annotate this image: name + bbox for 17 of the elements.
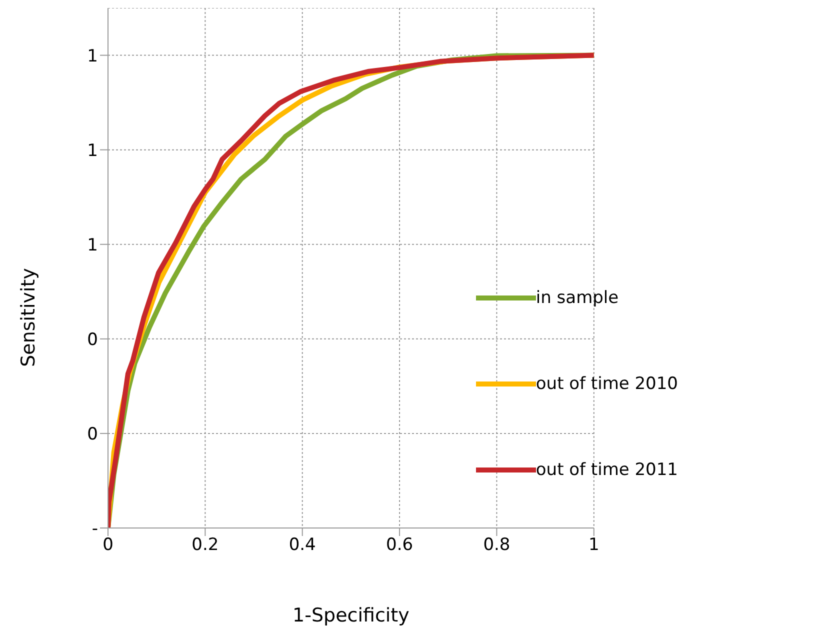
x-tick-label: 0.8: [483, 535, 510, 556]
y-tick-label: 0: [87, 330, 98, 350]
x-tick-label: 0: [102, 535, 114, 556]
y-tick-label: 1: [87, 235, 98, 256]
y-tick-label: 1: [87, 140, 98, 161]
legend-label: in sample: [536, 288, 619, 308]
x-tick-label: 0.4: [288, 535, 316, 556]
y-tick-label: -: [92, 519, 98, 540]
x-tick-label: 0.2: [192, 535, 219, 556]
x-axis-title: 1-Specificity: [292, 604, 410, 626]
x-tick-label: 0.6: [386, 535, 414, 556]
y-tick-label: 1: [87, 46, 98, 66]
legend-label: out of time 2010: [536, 374, 678, 394]
y-tick-label: 0: [87, 424, 98, 444]
x-tick-label: 1: [588, 535, 600, 556]
legend-label: out of time 2011: [536, 460, 678, 480]
y-axis-title: Sensitivity: [18, 268, 40, 367]
